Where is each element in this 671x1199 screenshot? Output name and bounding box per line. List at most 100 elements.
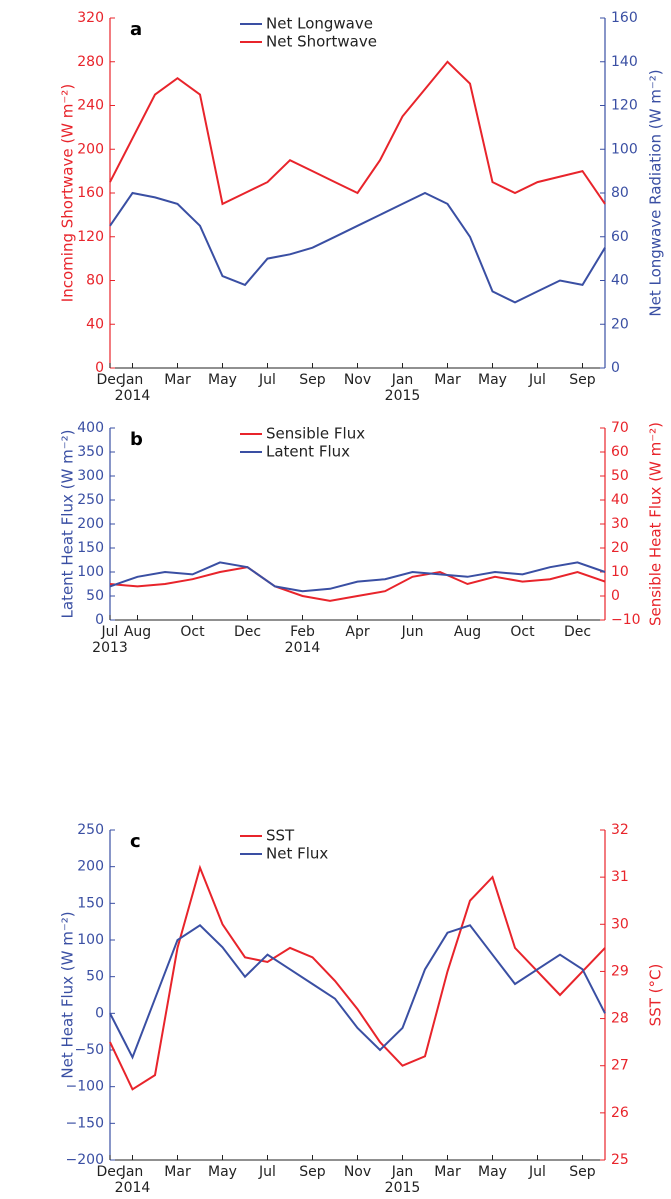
y-tick-label: 40 (86, 316, 104, 332)
x-tick-label: Jul (258, 372, 276, 388)
x-tick-label: Oct (180, 624, 205, 640)
x-tick-label: Feb (290, 624, 315, 640)
y2-tick-label: 10 (611, 564, 629, 580)
y-tick-label: 0 (95, 360, 104, 376)
y2-tick-label: 70 (611, 420, 629, 436)
series-line (109, 924, 606, 1060)
y-tick-label: 150 (77, 540, 104, 556)
y-tick-label: 250 (77, 492, 104, 508)
y-tick-label: 300 (77, 468, 104, 484)
y2-tick-label: 29 (611, 963, 629, 979)
legend-label: Net Longwave (266, 15, 373, 33)
series-line (109, 864, 606, 1091)
y-tick-label: 50 (86, 969, 104, 985)
x-tick-label: Jan (391, 372, 414, 388)
y-tick-label: −200 (66, 1152, 104, 1168)
y-tick-label: 100 (77, 932, 104, 948)
y2-tick-label: 20 (611, 540, 629, 556)
y2-tick-label: 50 (611, 468, 629, 484)
x-tick-label: Sep (569, 372, 596, 388)
x-tick-label: Oct (510, 624, 535, 640)
y2-tick-label: 0 (611, 360, 620, 376)
x-tick-label: May (478, 1164, 507, 1180)
x-tick-label: Apr (345, 624, 369, 640)
legend-label: Sensible Flux (266, 425, 365, 443)
year-label: 2014 (115, 1180, 151, 1196)
legend-label: Latent Flux (266, 443, 350, 461)
y2-tick-label: 60 (611, 444, 629, 460)
x-tick-label: Nov (344, 372, 371, 388)
x-tick-label: Dec (96, 1164, 123, 1180)
x-tick-label: Jul (528, 372, 546, 388)
x-tick-label: Sep (569, 1164, 596, 1180)
y-tick-label: 0 (95, 612, 104, 628)
y-tick-label: 80 (86, 273, 104, 289)
y-tick-label: 350 (77, 444, 104, 460)
y-tick-label: 0 (95, 1005, 104, 1021)
legend-label: Net Flux (266, 845, 328, 863)
x-tick-label: Dec (234, 624, 261, 640)
x-tick-label: Mar (434, 1164, 461, 1180)
x-tick-label: Sep (299, 1164, 326, 1180)
y2-tick-label: 120 (611, 98, 638, 114)
y2-tick-label: 25 (611, 1152, 629, 1168)
x-tick-label: Dec (96, 372, 123, 388)
y2-tick-label: 40 (611, 492, 629, 508)
y2-tick-label: 140 (611, 54, 638, 70)
x-tick-label: Aug (124, 624, 151, 640)
y-tick-label: 200 (77, 141, 104, 157)
series-line (109, 60, 606, 206)
y2-tick-label: 26 (611, 1105, 629, 1121)
x-tick-label: Aug (454, 624, 481, 640)
y-tick-label: 400 (77, 420, 104, 436)
y2-tick-label: 31 (611, 869, 629, 885)
y-axis-title: Incoming Shortwave (W m⁻²) (59, 84, 77, 302)
y2-tick-label: 100 (611, 141, 638, 157)
series-line (109, 566, 606, 602)
year-label: 2015 (385, 388, 421, 404)
y2-tick-label: −10 (611, 612, 641, 628)
y2-tick-label: 0 (611, 588, 620, 604)
y2-tick-label: 30 (611, 916, 629, 932)
panel-label: b (130, 429, 143, 450)
legend-label: SST (266, 827, 295, 845)
x-tick-label: Jan (121, 372, 144, 388)
x-tick-label: Nov (344, 1164, 371, 1180)
x-tick-label: Jan (121, 1164, 144, 1180)
y2-tick-label: 80 (611, 185, 629, 201)
y2-tick-label: 20 (611, 316, 629, 332)
y-tick-label: −50 (74, 1042, 104, 1058)
y-tick-label: 200 (77, 516, 104, 532)
x-tick-label: Jan (391, 1164, 414, 1180)
y-tick-label: 240 (77, 98, 104, 114)
y2-tick-label: 160 (611, 10, 638, 26)
y-tick-label: 280 (77, 54, 104, 70)
y2-tick-label: 27 (611, 1058, 629, 1074)
y-tick-label: 200 (77, 859, 104, 875)
panel-label: c (130, 831, 141, 852)
y2-axis-title: Net Longwave Radiation (W m⁻²) (647, 69, 665, 316)
x-tick-label: May (208, 372, 237, 388)
y-tick-label: 50 (86, 588, 104, 604)
x-tick-label: May (478, 372, 507, 388)
year-label: 2013 (92, 640, 128, 656)
x-tick-label: Jul (528, 1164, 546, 1180)
x-tick-label: Jul (258, 1164, 276, 1180)
y-axis-title: Net Heat Flux (W m⁻²) (59, 911, 77, 1078)
y-tick-label: 160 (77, 185, 104, 201)
y-tick-label: 250 (77, 822, 104, 838)
x-tick-label: Mar (434, 372, 461, 388)
series-line (109, 561, 606, 593)
x-tick-label: Sep (299, 372, 326, 388)
y2-tick-label: 30 (611, 516, 629, 532)
y2-tick-label: 40 (611, 273, 629, 289)
x-tick-label: May (208, 1164, 237, 1180)
y2-tick-label: 60 (611, 229, 629, 245)
y-tick-label: −100 (66, 1079, 104, 1095)
y2-tick-label: 32 (611, 822, 629, 838)
y2-axis-title: Sensible Heat Flux (W m⁻²) (647, 422, 665, 626)
y-tick-label: 120 (77, 229, 104, 245)
y-tick-label: −150 (66, 1115, 104, 1131)
x-tick-label: Jun (401, 624, 424, 640)
y-tick-label: 320 (77, 10, 104, 26)
